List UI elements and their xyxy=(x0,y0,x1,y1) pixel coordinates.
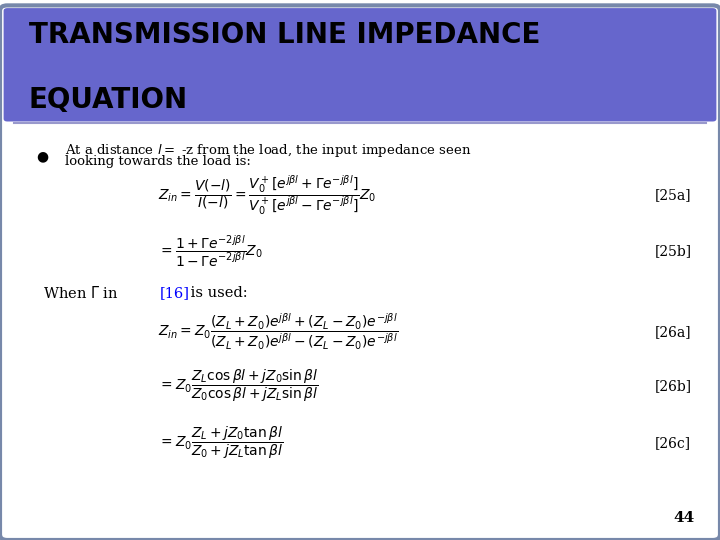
FancyBboxPatch shape xyxy=(4,8,716,122)
Text: [26c]: [26c] xyxy=(655,436,691,450)
Text: TRANSMISSION LINE IMPEDANCE: TRANSMISSION LINE IMPEDANCE xyxy=(29,21,540,49)
Text: When $\Gamma$ in: When $\Gamma$ in xyxy=(43,285,120,301)
Text: [26b]: [26b] xyxy=(655,379,693,393)
Text: is used:: is used: xyxy=(186,286,248,300)
Text: $Z_{in} = Z_0\dfrac{(Z_L+Z_0)e^{j\beta l}+(Z_L-Z_0)e^{-j\beta l}}{(Z_L+Z_0)e^{j\: $Z_{in} = Z_0\dfrac{(Z_L+Z_0)e^{j\beta l… xyxy=(158,312,399,352)
Text: ●: ● xyxy=(36,150,48,164)
Text: $Z_{in} = \dfrac{V(-l)}{I(-l)} = \dfrac{V_0^+\left[e^{j\beta l}+\Gamma e^{-j\bet: $Z_{in} = \dfrac{V(-l)}{I(-l)} = \dfrac{… xyxy=(158,174,377,217)
Text: At a distance $l =$ -z from the load, the input impedance seen: At a distance $l =$ -z from the load, th… xyxy=(65,141,471,159)
Text: EQUATION: EQUATION xyxy=(29,86,188,114)
Text: [25b]: [25b] xyxy=(655,244,693,258)
Text: looking towards the load is:: looking towards the load is: xyxy=(65,156,251,168)
FancyBboxPatch shape xyxy=(0,5,720,540)
Text: 44: 44 xyxy=(673,511,695,525)
Text: [26a]: [26a] xyxy=(655,325,692,339)
Text: $= Z_0\dfrac{Z_L + jZ_0\tan\beta l}{Z_0 + jZ_L\tan\beta l}$: $= Z_0\dfrac{Z_L + jZ_0\tan\beta l}{Z_0 … xyxy=(158,424,284,461)
Text: [16]: [16] xyxy=(160,286,190,300)
Text: $= Z_0\dfrac{Z_L\cos\beta l + jZ_0\sin\beta l}{Z_0\cos\beta l + jZ_L\sin\beta l}: $= Z_0\dfrac{Z_L\cos\beta l + jZ_0\sin\b… xyxy=(158,368,319,404)
Text: $= \dfrac{1+\Gamma e^{-2j\beta l}}{1-\Gamma e^{-2j\beta l}}Z_0$: $= \dfrac{1+\Gamma e^{-2j\beta l}}{1-\Ga… xyxy=(158,233,264,269)
Text: [25a]: [25a] xyxy=(655,188,692,202)
